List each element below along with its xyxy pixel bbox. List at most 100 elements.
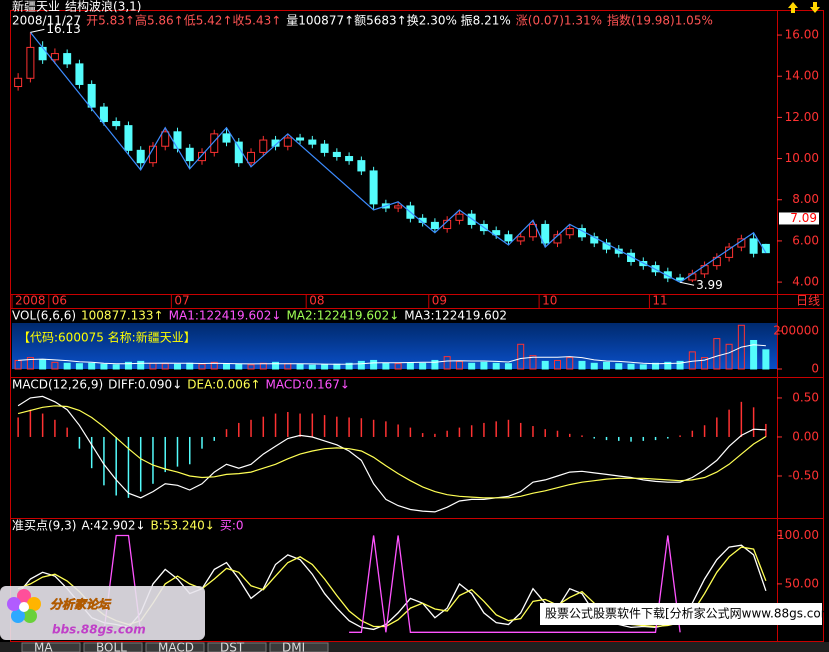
candle-body [651,265,660,273]
candle-body [528,223,537,238]
volume-bar [492,362,500,370]
y-tick-label: 10.00 [785,151,819,165]
candle-body [504,234,513,242]
candle-body [210,133,219,153]
y-tick-label: 4.00 [792,275,819,289]
tab-label[interactable]: DMI [282,641,305,652]
candle-body [455,213,464,221]
candle-body [676,277,685,281]
candle-body [357,160,366,172]
candle-body [14,77,23,88]
volume-bar [431,359,439,370]
candle-body [430,221,439,230]
volume-bar [26,357,34,370]
panel-header: 涨(0.07)1.31% [516,13,602,28]
date-label: 10 [542,294,557,308]
volume-bar [664,361,672,370]
candle-body [63,53,72,65]
label-leader [30,28,45,33]
volume-ma [18,344,766,365]
panel-header: 100877.133↑ [81,309,164,323]
toolbar-icons [788,2,820,13]
volume-bar [553,359,561,370]
volume-bar [737,324,745,370]
watermark-title: 分析家论坛 [50,598,112,612]
tab[interactable] [269,642,329,652]
banner-box [540,603,822,625]
candle-body [369,170,378,205]
date-label: 07 [174,294,189,308]
volume-bar [725,343,733,370]
volume-bar [639,364,647,370]
plot-layer: 16.13 3.99 7.09 2008 06 07 08 09 10 11 日线 4.00 6.00 8… [11,0,820,633]
volume-bar [198,363,206,370]
candle-body [222,133,231,143]
candle-body [87,83,96,108]
tab-label[interactable]: MA [34,641,53,652]
price-tag [779,212,819,225]
watermark: 分析家论坛 bbs.88gs.com [0,586,205,640]
candle-body [124,125,133,151]
label-leader [679,281,695,286]
volume-bar [321,364,329,370]
volume-bar [603,361,611,370]
tab-strip [0,642,829,652]
indicator-line [103,534,681,633]
volume-bar [161,363,169,370]
banner-text: 股票公式股票软件下载[分析家公式网www.88gs.com] [545,606,829,621]
extreme-label: 3.99 [696,278,723,292]
panel-header: VOL(6,6,6) [12,309,76,323]
y-tick-label: -0.50 [788,468,819,482]
volume-bar [51,361,59,370]
tab[interactable] [21,642,81,652]
volume-bar [272,361,280,370]
candle-body [173,131,182,149]
candle-body [247,151,256,164]
panel-header: MACD(12,26,9) [12,378,103,392]
y-tick-label: 16.00 [785,28,819,42]
volume-bar [88,362,96,370]
tab-label[interactable]: DST [220,641,245,652]
tab[interactable] [145,642,205,652]
candle-body [38,46,47,61]
panel-header: 买:0 [220,519,244,533]
tab[interactable] [207,642,267,652]
panel-header: A:42.902↓ [81,519,145,533]
y-tick-label: 8.00 [792,192,819,206]
panel-header: 量100877↑额5683↑换2.30% 振8.21% [286,14,511,28]
candle-body [345,156,354,162]
volume-bar [210,361,218,370]
panel-header: 准买点(9,3) [12,519,76,533]
candle-body [332,151,341,158]
volume-bar [762,349,770,370]
volume-bar [517,343,525,370]
panel-header: MA1:122419.602↓ [169,309,282,323]
date-label: 06 [52,294,67,308]
tab[interactable] [83,642,143,652]
volume-bar [676,360,684,370]
volume-bar [345,362,353,370]
date-label: 09 [432,294,447,308]
price-tag-label: 7.09 [790,211,817,225]
code-label: 【代码:600075 名称:新疆天业】 [18,330,196,345]
volume-bar [63,362,71,370]
candle-body [136,149,145,164]
panel-header: DEA:0.006↑ [187,378,260,392]
candle-body [565,228,574,236]
panel-header: DIFF:0.090↓ [108,378,182,392]
panel-header: 新疆天业 [12,0,60,14]
y-tick-label: 0.50 [792,390,819,404]
volume-bar [443,356,451,370]
volume-bar [578,360,586,370]
volume-bar [419,362,427,370]
tab-label[interactable]: MACD [158,641,194,652]
panel-header: 结构波浪(3,1) [65,0,141,14]
volume-bar [504,363,512,370]
volume-bar [541,360,549,370]
panel-header: 开5.83↑高5.86↑低5.42↑收5.43↑ [86,13,281,28]
volume-bar [406,362,414,370]
volume-bar [39,358,47,370]
tab-label[interactable]: BOLL [96,641,127,652]
candle-body [541,223,550,244]
